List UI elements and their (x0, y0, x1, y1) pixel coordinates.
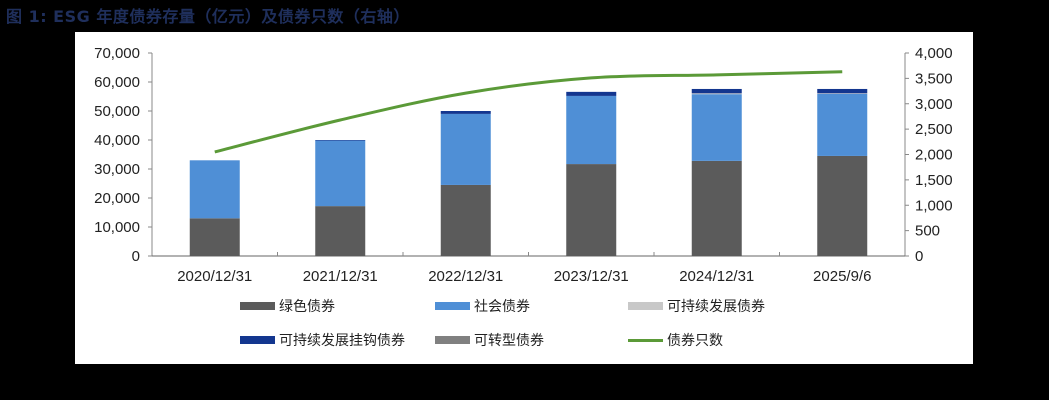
right-tick-label: 500 (915, 223, 940, 240)
chart-svg: 0 10,000 20,000 30,000 40,000 50,000 60,000 70,… (94, 45, 953, 285)
legend-label: 可持续发展债券 (667, 299, 765, 315)
x-tick-label: 2023/12/31 (554, 268, 629, 285)
bar-segment (817, 88, 868, 94)
chart-panel: 0 10,000 20,000 30,000 40,000 50,000 60,000 70,… (75, 32, 973, 364)
bar-segment (315, 140, 366, 207)
left-tick-label: 0 (132, 248, 140, 265)
legend-label: 可持续发展挂钩债券 (279, 333, 405, 349)
right-tick-label: 2,000 (915, 147, 953, 164)
right-tick-label: 1,500 (915, 172, 953, 189)
legend-swatch-green-bond (240, 302, 275, 310)
legend-item-sustainability-linked-bond: 可持续发展挂钩债券 (240, 330, 405, 350)
x-tick-label: 2025/9/6 (813, 268, 871, 285)
right-tick-label: 3,000 (915, 96, 953, 113)
x-tick-label: 2020/12/31 (177, 268, 252, 285)
legend-line-bond-count (628, 338, 663, 342)
bar-segment (566, 91, 617, 96)
bar-segment (691, 94, 742, 161)
legend-label: 绿色债券 (279, 299, 335, 315)
legend-label: 可转型债券 (474, 333, 544, 349)
bar-segment (817, 93, 868, 94)
bar-segment (691, 93, 742, 95)
bond-count-line (214, 70, 843, 154)
legend-label: 债券只数 (667, 333, 723, 349)
bar-segment (566, 95, 617, 165)
left-tick-label: 60,000 (94, 74, 140, 91)
legend-item-transition-bond: 可转型债券 (435, 330, 544, 350)
legend-swatch-transition-bond (435, 336, 470, 344)
bar-segment (315, 206, 366, 256)
right-tick-label: 4,000 (915, 45, 953, 62)
left-tick-label: 20,000 (94, 190, 140, 207)
bar-segment (315, 140, 366, 141)
left-tick-label: 30,000 (94, 161, 140, 178)
right-tick-label: 2,500 (915, 121, 953, 138)
bar-segment (817, 93, 868, 156)
left-tick-label: 50,000 (94, 103, 140, 120)
legend-swatch-social-bond (435, 302, 470, 310)
bar-segment (691, 160, 742, 256)
bar-segment (691, 88, 742, 94)
legend-item-sustainability-bond: 可持续发展债券 (628, 296, 765, 316)
bar-segment (440, 184, 491, 256)
legend-item-bond-count: 债券只数 (628, 330, 723, 350)
x-tick-label: 2021/12/31 (303, 268, 378, 285)
legend-label: 社会债券 (474, 299, 530, 315)
bar-segment (440, 111, 491, 114)
x-tick-label: 2022/12/31 (428, 268, 503, 285)
legend: 绿色债券 社会债券 可持续发展债券 可持续发展挂钩债券 可转型债券 债券只数 (240, 296, 840, 356)
bar-segment (440, 113, 491, 185)
figure-title: 图 1: ESG 年度债券存量（亿元）及债券只数（右轴） (6, 7, 410, 26)
bar-segment (189, 218, 240, 256)
left-tick-label: 70,000 (94, 45, 140, 62)
right-tick-label: 1,000 (915, 197, 953, 214)
bar-segment (817, 155, 868, 256)
legend-swatch-sustainability-linked-bond (240, 336, 275, 344)
bar-segment (566, 164, 617, 256)
right-tick-label: 0 (915, 248, 923, 265)
bar-segment (189, 160, 240, 219)
legend-item-social-bond: 社会债券 (435, 296, 530, 316)
right-tick-label: 3,500 (915, 70, 953, 87)
legend-item-green-bond: 绿色债券 (240, 296, 335, 316)
legend-swatch-sustainability-bond (628, 302, 663, 310)
left-tick-label: 10,000 (94, 219, 140, 236)
left-tick-label: 40,000 (94, 132, 140, 149)
x-tick-label: 2024/12/31 (679, 268, 754, 285)
